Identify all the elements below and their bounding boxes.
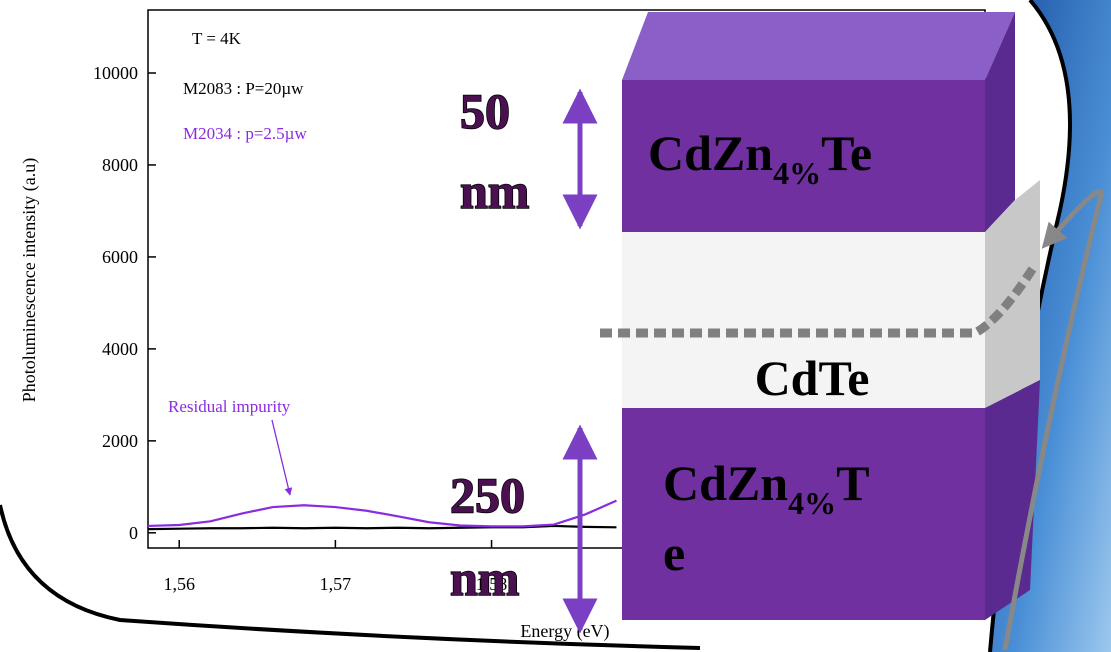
layer-block (622, 408, 985, 620)
layer-side (985, 380, 1040, 620)
layer-label: CdTe (755, 350, 870, 406)
thickness-unit: nm (460, 163, 529, 219)
legend-entry: M2083 : P=20µw (183, 79, 304, 98)
layer-text: Te (821, 125, 872, 181)
annotation: T = 4K (192, 29, 242, 48)
x-tick-label: 1,56 (163, 574, 195, 594)
legend-entry: M2034 : p=2.5µw (183, 124, 307, 143)
x-tick-label: 1,57 (320, 574, 352, 594)
series-line (147, 499, 617, 528)
annotation-arrow (271, 419, 293, 496)
layer-text: CdZn (663, 455, 788, 511)
layer-side (985, 12, 1015, 232)
y-tick-label: 2000 (102, 431, 138, 451)
x-tick-label: 1,58 (476, 574, 508, 594)
layer-block (622, 80, 985, 232)
y-axis-label: Photoluminescence intensity (a.u) (19, 158, 40, 402)
layer-label: CdZn4%T (663, 455, 869, 521)
y-tick-label: 4000 (102, 339, 138, 359)
series-line (147, 524, 617, 531)
y-tick-label: 0 (129, 523, 138, 543)
layer-side (985, 180, 1040, 408)
thickness-unit: nm (450, 550, 519, 606)
annotation: Residual impurity (168, 397, 291, 416)
thickness-value: 250 (450, 467, 525, 523)
layer-top-face (622, 12, 1015, 80)
layer-text: T (836, 455, 869, 511)
thickness-value: 50 (460, 83, 510, 139)
layer-block (622, 232, 985, 408)
layer-diagram: 50 nm 250 nm CdZn4%Te CdTe CdZn4%T e (449, 12, 1104, 651)
pointer-arrow (1002, 188, 1104, 651)
interface-line (600, 262, 1039, 338)
y-tick-label: 8000 (102, 155, 138, 175)
border (0, 504, 701, 650)
y-tick-label: 6000 (102, 247, 138, 267)
y-tick-label: 10000 (93, 63, 138, 83)
layer-subscript: 4% (788, 485, 836, 521)
plot: Photoluminescence intensity (a.u) Energy… (19, 9, 986, 642)
layer-text: CdZn (648, 125, 773, 181)
layer-subscript: 4% (773, 155, 821, 191)
layer-label: e (663, 525, 685, 581)
layer-label: CdZn4%Te (648, 125, 872, 191)
x-axis-label: Energy (eV) (520, 621, 609, 642)
